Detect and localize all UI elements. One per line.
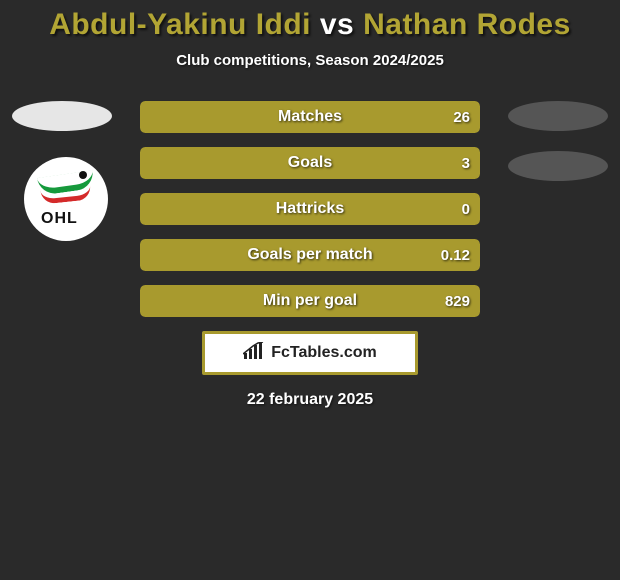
brand-text: FcTables.com	[271, 344, 377, 362]
compare-body: OHL Matches26 Goals3 Hattricks0 Goals per m…	[0, 101, 620, 317]
stat-row: Hattricks0	[140, 193, 480, 225]
player1-name: Abdul-Yakinu Iddi	[49, 8, 311, 41]
vs-text: vs	[320, 8, 354, 41]
stat-value-right: 829	[445, 285, 470, 317]
stat-value-right: 26	[453, 101, 470, 133]
title: Abdul-Yakinu Iddi vs Nathan Rodes	[0, 8, 620, 42]
stat-value-right: 3	[462, 147, 470, 179]
player1-badge	[12, 101, 112, 131]
stat-label: Min per goal	[140, 285, 480, 317]
ohl-icon: OHL	[35, 168, 97, 230]
comparison-card: Abdul-Yakinu Iddi vs Nathan Rodes Club c…	[0, 0, 620, 580]
date-line: 22 february 2025	[0, 391, 620, 409]
stat-bars: Matches26 Goals3 Hattricks0 Goals per match…	[140, 101, 480, 317]
club-logo: OHL	[24, 157, 108, 241]
club-logo-text: OHL	[41, 210, 78, 228]
stat-row: Goals per match0.12	[140, 239, 480, 271]
brand-box: FcTables.com	[202, 331, 418, 375]
player2-name: Nathan Rodes	[363, 8, 571, 41]
player2-badge-2	[508, 151, 608, 181]
stat-row: Matches26	[140, 101, 480, 133]
subtitle: Club competitions, Season 2024/2025	[0, 52, 620, 69]
stat-value-right: 0.12	[441, 239, 470, 271]
stat-row: Min per goal829	[140, 285, 480, 317]
stat-value-right: 0	[462, 193, 470, 225]
stat-label: Goals per match	[140, 239, 480, 271]
stat-label: Hattricks	[140, 193, 480, 225]
stat-label: Goals	[140, 147, 480, 179]
stat-row: Goals3	[140, 147, 480, 179]
player2-badge-1	[508, 101, 608, 131]
bar-chart-icon	[243, 342, 265, 365]
stat-label: Matches	[140, 101, 480, 133]
